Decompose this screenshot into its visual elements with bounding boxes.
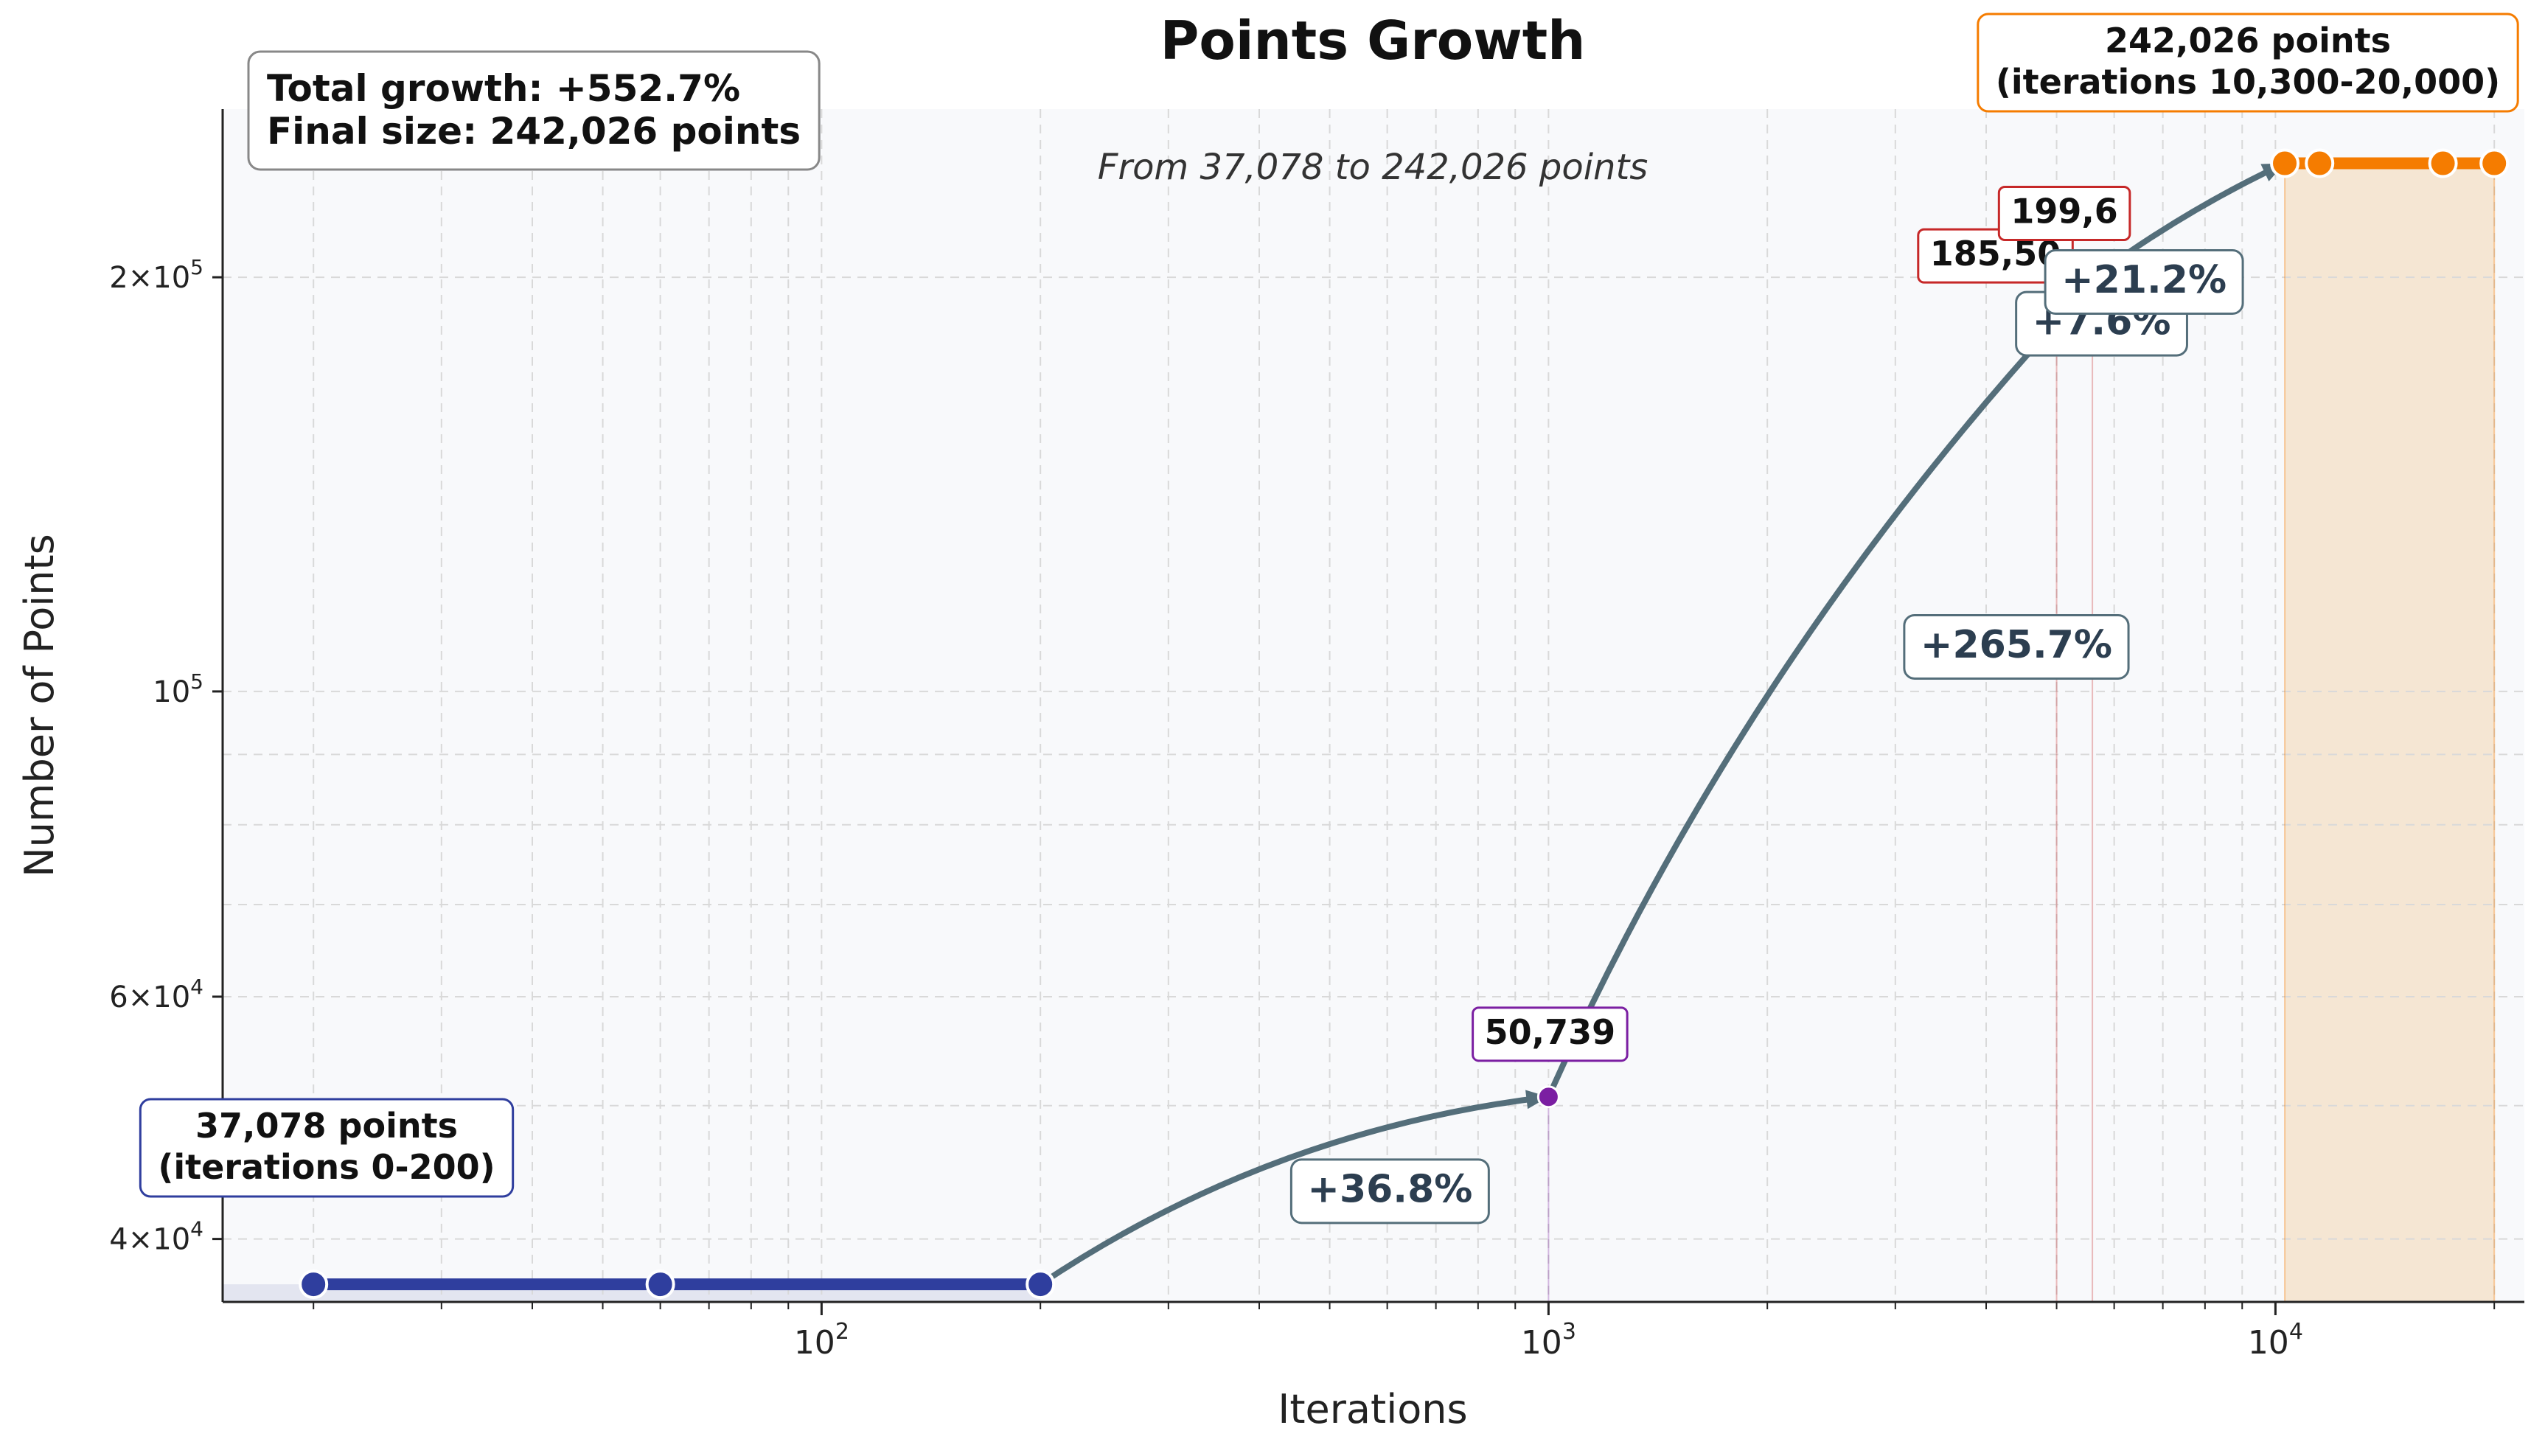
summary-box-frame xyxy=(247,50,821,171)
start-series-point xyxy=(299,1269,329,1300)
growth-label: +36.8% xyxy=(1289,1158,1490,1225)
end-series-point xyxy=(2479,148,2510,178)
growth-label-frame xyxy=(2044,248,2244,315)
summary-final-size: Final size: 242,026 points xyxy=(267,110,801,153)
end-region-fill xyxy=(2285,163,2495,1302)
milestone-label: 185,50 xyxy=(1917,228,2074,284)
end-series-point xyxy=(2305,148,2335,178)
y-tick-label: 4×104 xyxy=(109,1217,203,1257)
end-series-point xyxy=(2270,148,2300,178)
summary-total-growth: Total growth: +552.7% xyxy=(267,67,740,110)
growth-label: +21.2% xyxy=(2044,248,2244,315)
end-annotation-box-text: (iterations 10,300-20,000) xyxy=(1996,62,2500,102)
growth-label-frame xyxy=(1289,1158,1490,1225)
start-annotation-box-text: (iterations 0-200) xyxy=(158,1147,495,1187)
y-tick-label: 2×105 xyxy=(109,255,203,295)
growth-connector xyxy=(1545,320,2059,1098)
start-annotation-box: 37,078 points(iterations 0-200) xyxy=(139,1098,515,1198)
growth-label-text: +265.7% xyxy=(1921,623,2112,667)
milestone-label-frame xyxy=(1997,185,2131,241)
chart-title: Points Growth xyxy=(1160,10,1586,72)
start-annotation-box-text: 37,078 points xyxy=(195,1106,458,1146)
milestone-label-text: 199,6 xyxy=(2010,191,2118,231)
x-axis-label: Iterations xyxy=(1278,1386,1467,1432)
growth-connector-arrowhead xyxy=(1525,1090,1549,1110)
start-series-point xyxy=(645,1269,675,1300)
end-annotation-box-text: 242,026 points xyxy=(2105,21,2391,60)
growth-label-frame xyxy=(1903,613,2130,680)
growth-label-text: +21.2% xyxy=(2061,258,2227,302)
start-annotation-box-frame xyxy=(139,1098,515,1198)
chart-subtitle: From 37,078 to 242,026 points xyxy=(1098,147,1648,188)
end-annotation-box: 242,026 points(iterations 10,300-20,000) xyxy=(1977,13,2519,113)
summary-box: Total growth: +552.7%Final size: 242,026… xyxy=(247,50,821,171)
growth-label: +265.7% xyxy=(1903,613,2130,680)
x-tick-label: 104 xyxy=(2248,1319,2303,1362)
milestone-label: 50,739 xyxy=(1472,1006,1629,1062)
y-tick-label: 6×104 xyxy=(109,975,203,1014)
x-tick-label: 103 xyxy=(1521,1319,1576,1362)
milestone-point xyxy=(1536,1085,1560,1109)
y-axis-label: Number of Points xyxy=(16,534,63,877)
milestone-label: 199,6 xyxy=(1997,185,2131,241)
growth-label-text: +36.8% xyxy=(1307,1167,1472,1211)
milestone-label-frame xyxy=(1472,1006,1629,1062)
end-series-point xyxy=(2428,148,2458,178)
end-annotation-box-frame xyxy=(1977,13,2519,113)
milestone-label-text: 50,739 xyxy=(1485,1012,1616,1052)
y-tick-label: 105 xyxy=(153,669,203,709)
growth-connector xyxy=(1038,1093,1549,1287)
start-series-point xyxy=(1026,1269,1056,1300)
x-tick-label: 102 xyxy=(794,1319,849,1362)
